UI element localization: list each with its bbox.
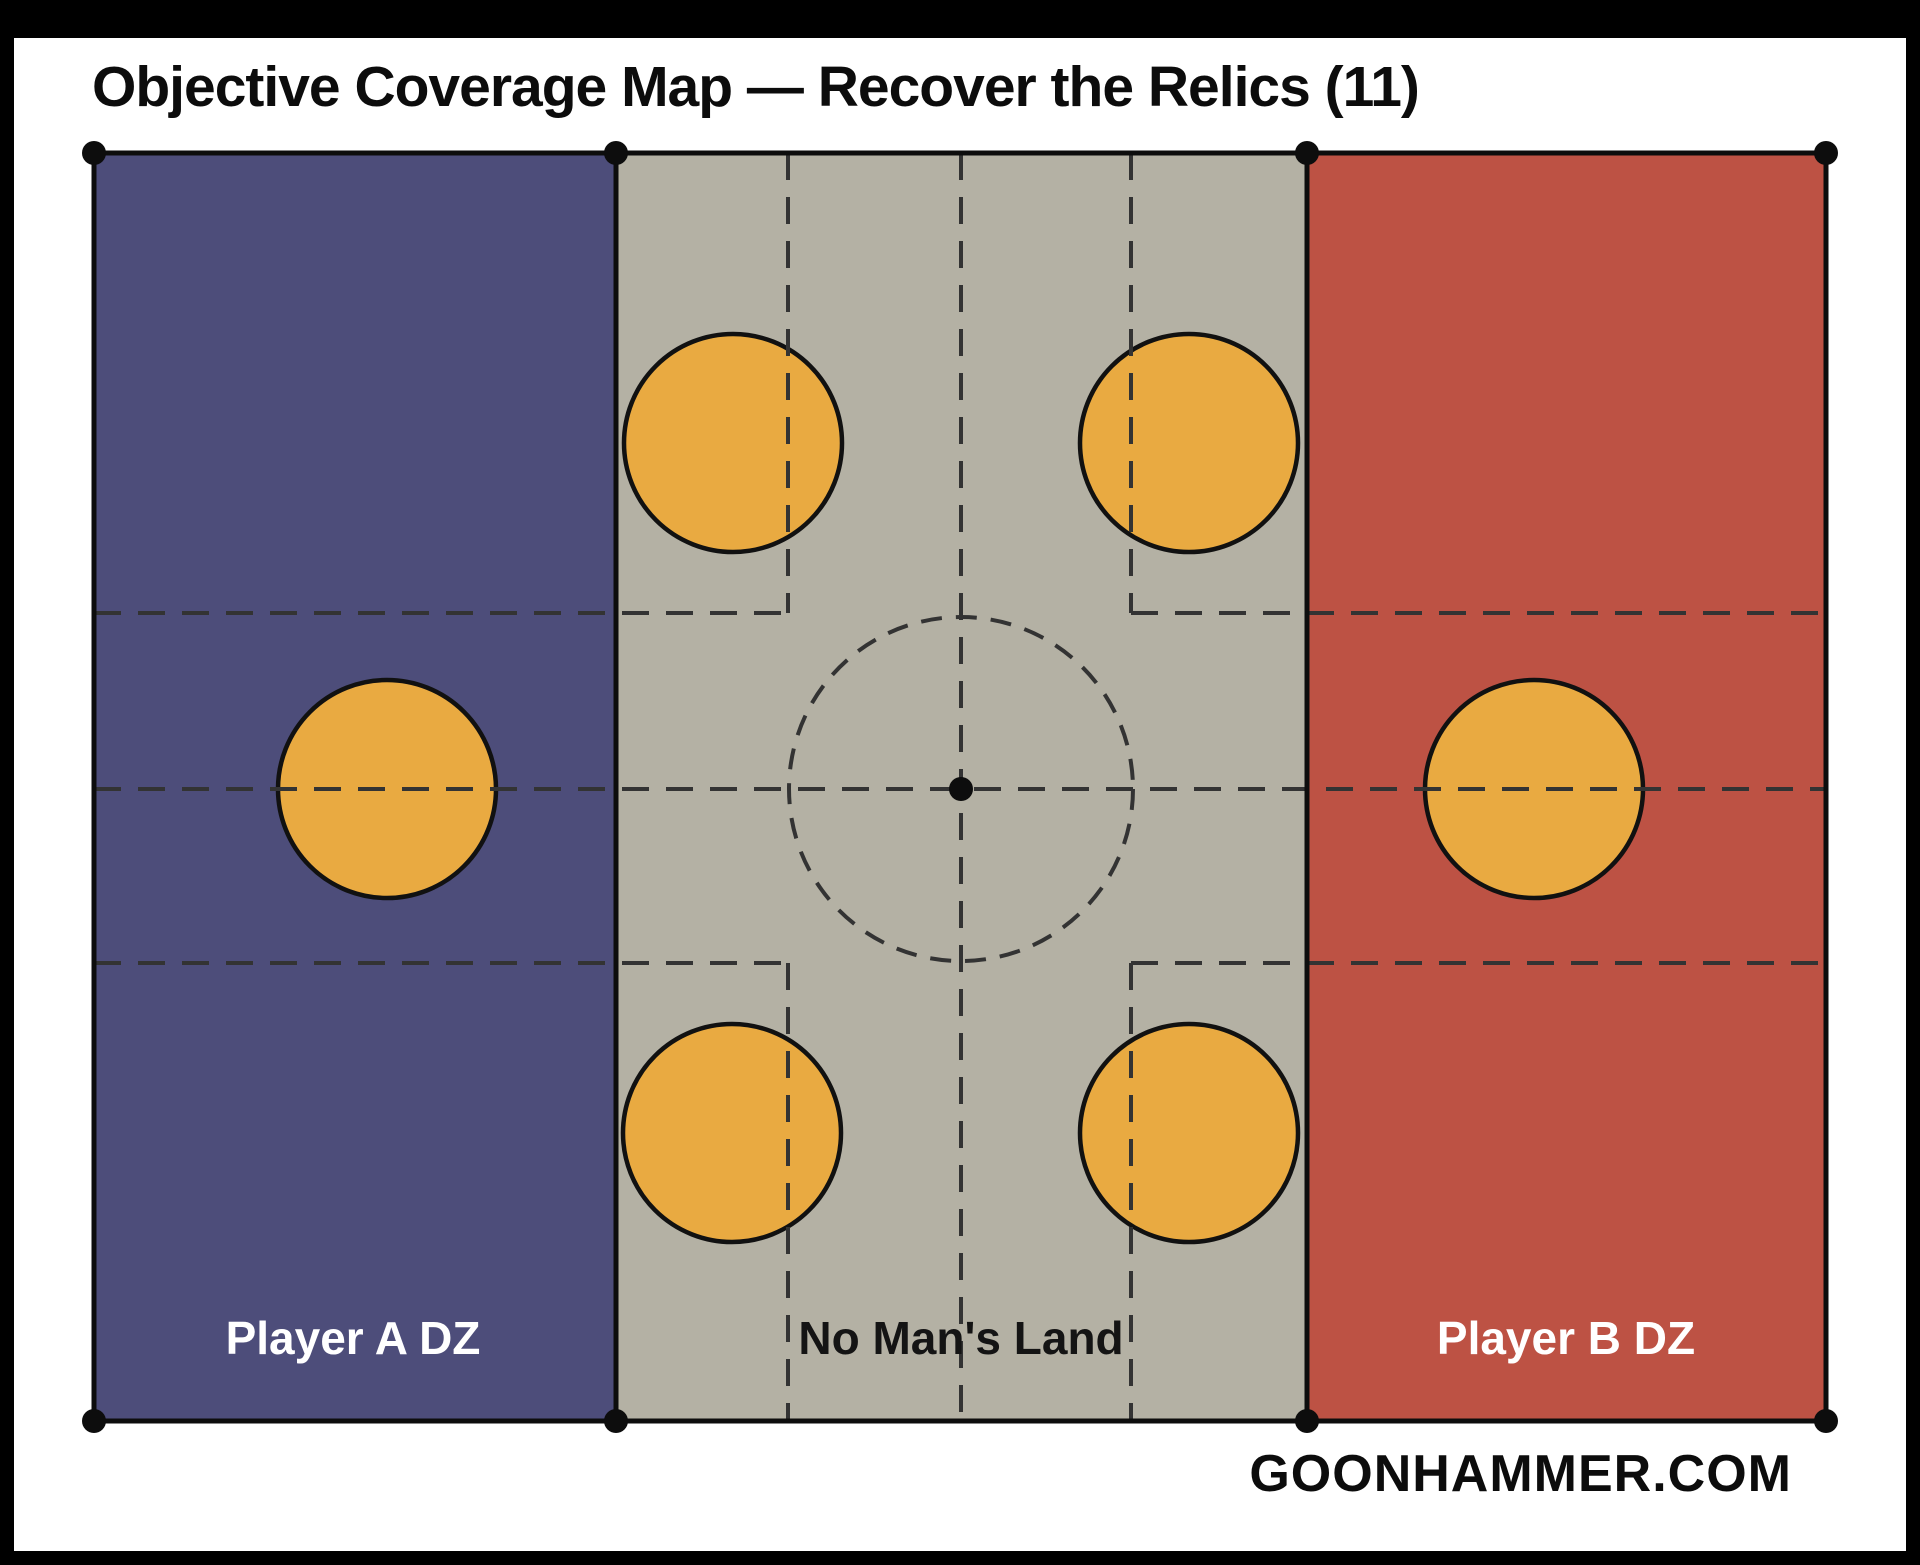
goonhammer-watermark: GOONHAMMER.COM [1249,1445,1792,1503]
frame-left [0,0,14,1565]
boundary-dot-top-left [604,141,628,165]
boundary-dot-bottom-left [604,1409,628,1433]
corner-dot-bottom-right [1814,1409,1838,1433]
objective-marker-nml-bottom-left [620,1021,844,1245]
frame-top [0,0,1920,38]
page-title: Objective Coverage Map — Recover the Rel… [92,55,1419,119]
dashed-guides [94,153,1826,1421]
frame-bottom [0,1551,1920,1565]
zone-label-player-b: Player B DZ [1437,1312,1695,1364]
zone-label-player-a: Player A DZ [226,1312,481,1364]
boundary-dots [82,141,1838,1433]
objective-marker-nml-bottom-right [1077,1021,1301,1245]
boundary-dot-bottom-right [1295,1409,1319,1433]
corner-dot-top-left [82,141,106,165]
boundary-dot-top-right [1295,141,1319,165]
zone-label-no-mans-land: No Man's Land [798,1312,1123,1364]
objective-marker-nml-top-right [1077,331,1301,555]
center-range-circle [787,615,1135,963]
zone-labels: Player A DZ No Man's Land Player B DZ [226,1312,1696,1364]
corner-dot-bottom-left [82,1409,106,1433]
corner-dot-top-right [1814,141,1838,165]
board-center-point [949,777,973,801]
objective-marker-nml-top-left [621,331,845,555]
board-border [91,150,1829,1424]
frame-right [1906,0,1920,1565]
board-outline [91,150,1829,1424]
